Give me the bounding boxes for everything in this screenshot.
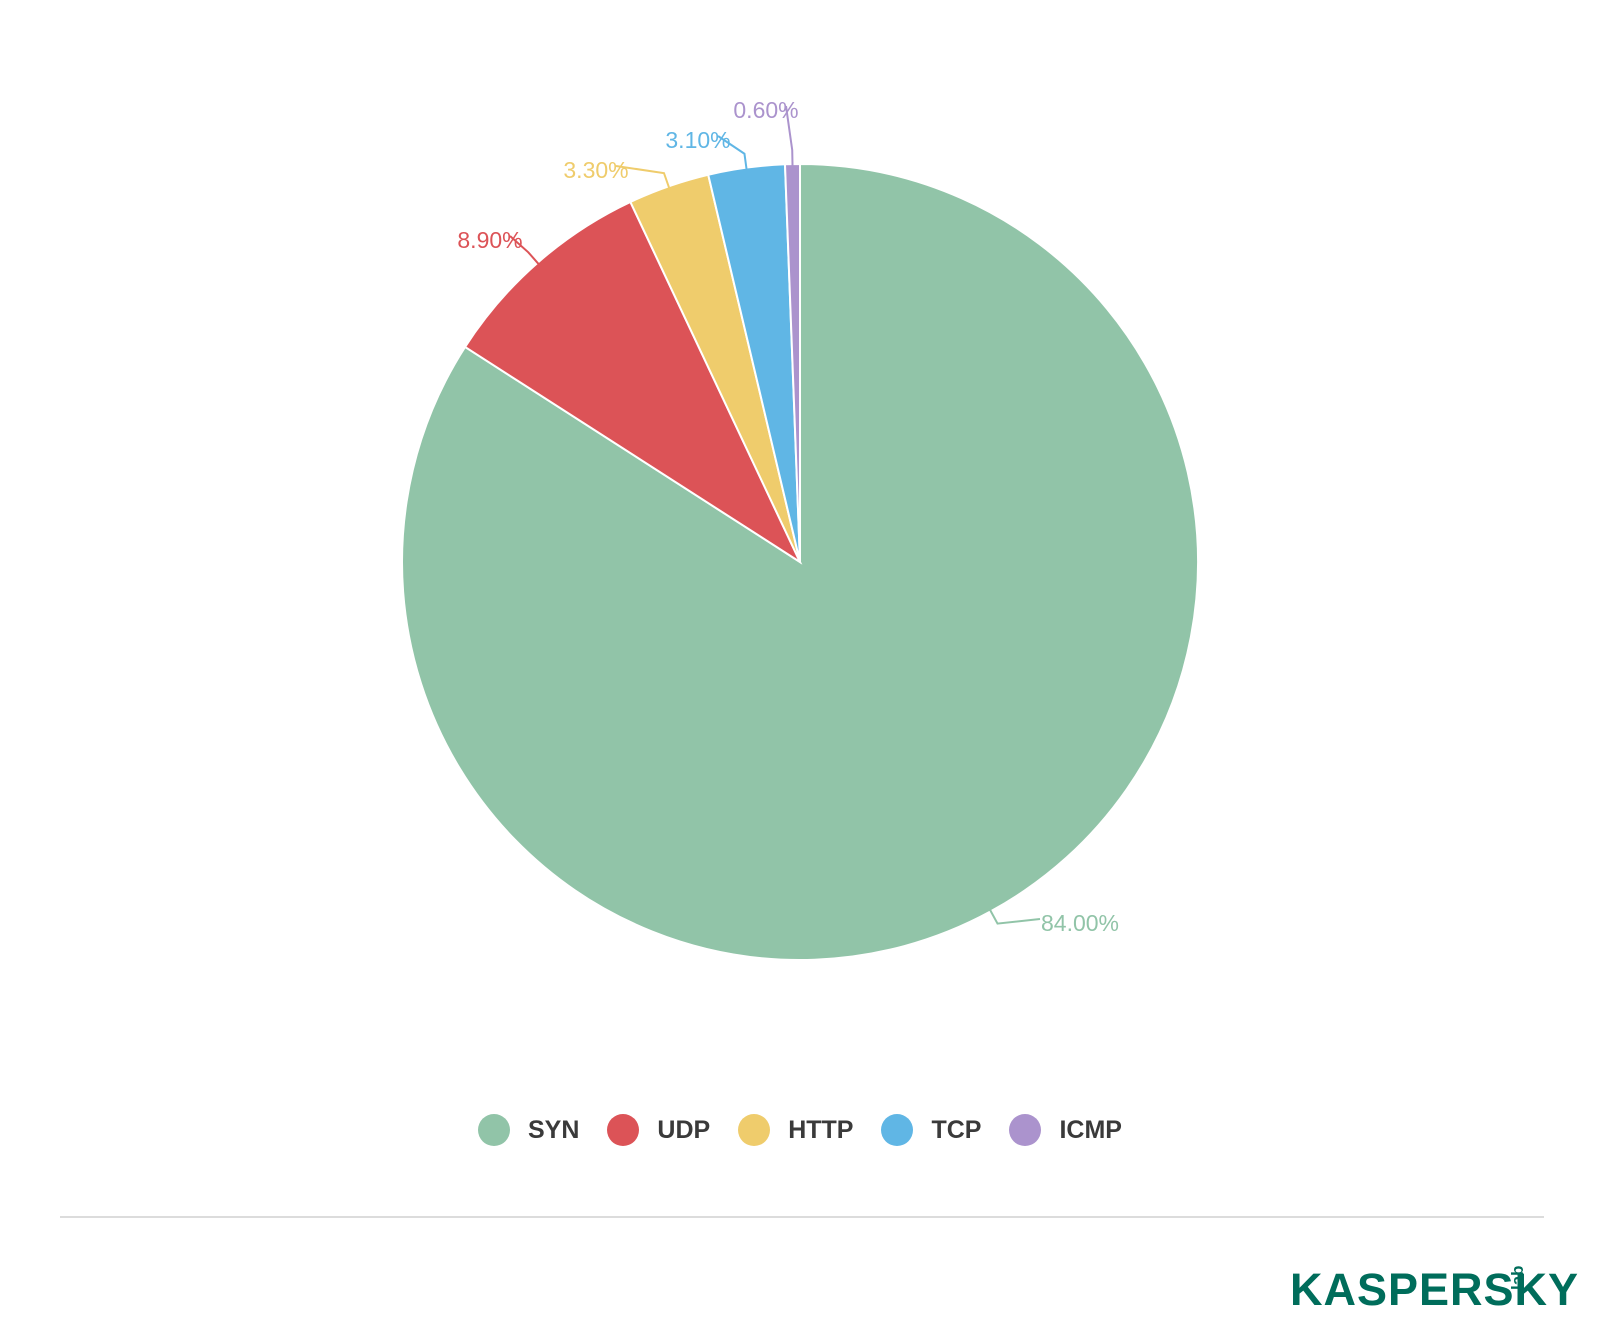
legend-label-http: HTTP bbox=[788, 1115, 854, 1144]
legend-item-syn: SYN bbox=[478, 1114, 579, 1146]
logo-wordmark: KASPERSKY bbox=[1290, 1264, 1580, 1315]
slice-label-icmp: 0.60% bbox=[733, 97, 798, 123]
kaspersky-logo: KASPERSKY lab bbox=[1290, 1260, 1578, 1320]
legend-label-icmp: ICMP bbox=[1059, 1115, 1122, 1144]
legend-swatch-tcp bbox=[881, 1114, 914, 1146]
chart-legend: SYN UDP HTTP TCP ICMP bbox=[0, 1110, 1600, 1150]
slice-label-tcp: 3.10% bbox=[665, 127, 730, 153]
label-leader-lines bbox=[509, 105, 1041, 925]
slice-label-http: 3.30% bbox=[563, 157, 628, 183]
footer-divider bbox=[60, 1216, 1544, 1218]
pie-slices bbox=[401, 162, 1199, 961]
legend-item-http: HTTP bbox=[738, 1114, 853, 1146]
slice-label-syn: 84.00% bbox=[1041, 910, 1119, 936]
leader-line-icmp bbox=[785, 105, 794, 167]
slice-label-udp: 8.90% bbox=[457, 227, 522, 253]
legend-label-syn: SYN bbox=[528, 1115, 580, 1144]
legend-item-tcp: TCP bbox=[881, 1114, 981, 1146]
legend-item-icmp: ICMP bbox=[1009, 1114, 1122, 1146]
legend-item-udp: UDP bbox=[607, 1114, 710, 1146]
leader-line-tcp bbox=[717, 135, 748, 170]
legend-swatch-udp bbox=[607, 1114, 640, 1146]
legend-swatch-http bbox=[738, 1114, 771, 1146]
leader-line-syn bbox=[988, 909, 1041, 925]
leader-line-udp bbox=[509, 235, 540, 265]
legend-label-tcp: TCP bbox=[931, 1115, 982, 1144]
legend-swatch-icmp bbox=[1009, 1114, 1042, 1146]
pie-chart: 84.00% 8.90% 3.30% 3.10%0.60% bbox=[401, 97, 1199, 961]
legend-label-udp: UDP bbox=[657, 1115, 711, 1144]
leader-line-http bbox=[615, 165, 671, 189]
logo-lab-suffix: lab bbox=[1508, 1265, 1527, 1290]
legend-swatch-syn bbox=[478, 1114, 510, 1146]
slice-labels: 84.00% 8.90% 3.30% 3.10%0.60% bbox=[457, 97, 1119, 936]
